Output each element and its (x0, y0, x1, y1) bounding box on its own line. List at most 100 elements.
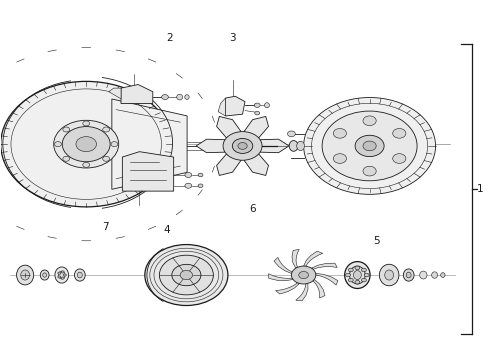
Circle shape (363, 166, 376, 176)
Polygon shape (269, 274, 293, 281)
Polygon shape (225, 96, 245, 116)
Polygon shape (296, 283, 308, 301)
Circle shape (392, 154, 406, 163)
Polygon shape (304, 251, 323, 266)
Circle shape (322, 111, 417, 181)
Polygon shape (316, 274, 338, 285)
Ellipse shape (77, 272, 82, 278)
Circle shape (63, 274, 66, 276)
Polygon shape (112, 99, 187, 189)
Circle shape (145, 244, 228, 306)
Text: 7: 7 (102, 222, 109, 231)
Ellipse shape (17, 265, 34, 285)
Circle shape (54, 141, 61, 147)
Ellipse shape (403, 269, 414, 281)
Circle shape (348, 278, 353, 282)
Polygon shape (292, 249, 299, 268)
Ellipse shape (43, 273, 47, 277)
Circle shape (61, 271, 64, 273)
Circle shape (111, 141, 118, 147)
Circle shape (103, 127, 110, 132)
Polygon shape (109, 88, 121, 99)
Ellipse shape (58, 271, 65, 279)
Circle shape (63, 156, 70, 161)
Circle shape (58, 272, 61, 274)
Polygon shape (312, 263, 337, 269)
Polygon shape (260, 139, 289, 153)
Polygon shape (122, 152, 173, 191)
Polygon shape (244, 154, 269, 175)
Ellipse shape (344, 262, 370, 288)
Circle shape (362, 268, 367, 272)
Circle shape (159, 255, 213, 295)
Circle shape (364, 273, 369, 277)
Ellipse shape (185, 95, 189, 99)
Circle shape (304, 98, 436, 194)
Ellipse shape (289, 140, 298, 151)
Polygon shape (274, 257, 292, 274)
Ellipse shape (441, 273, 445, 277)
Text: 1: 1 (477, 184, 484, 194)
Circle shape (83, 121, 90, 126)
Polygon shape (275, 283, 299, 294)
Ellipse shape (432, 272, 438, 278)
Ellipse shape (40, 270, 49, 280)
Ellipse shape (265, 103, 270, 108)
Ellipse shape (177, 94, 183, 100)
Circle shape (83, 162, 90, 167)
Ellipse shape (296, 141, 304, 150)
Circle shape (292, 266, 316, 284)
Circle shape (63, 127, 70, 132)
Polygon shape (217, 116, 241, 138)
Text: 2: 2 (166, 33, 172, 43)
Polygon shape (313, 279, 325, 298)
Polygon shape (196, 139, 225, 153)
Text: 5: 5 (373, 236, 380, 246)
Circle shape (103, 156, 110, 161)
Circle shape (348, 268, 353, 272)
Circle shape (333, 129, 346, 138)
Polygon shape (244, 116, 269, 138)
Circle shape (62, 127, 110, 162)
Circle shape (198, 184, 203, 188)
Circle shape (362, 278, 367, 282)
Circle shape (54, 120, 119, 168)
Polygon shape (217, 154, 241, 175)
Circle shape (58, 276, 61, 278)
Circle shape (180, 270, 193, 280)
Polygon shape (218, 98, 225, 116)
Circle shape (223, 132, 262, 160)
Ellipse shape (406, 272, 411, 278)
Ellipse shape (74, 269, 85, 281)
Circle shape (333, 154, 346, 163)
Circle shape (232, 139, 253, 153)
Circle shape (363, 116, 376, 126)
Circle shape (172, 264, 201, 286)
Circle shape (255, 111, 260, 115)
Ellipse shape (349, 266, 365, 284)
Circle shape (363, 141, 376, 151)
Circle shape (76, 136, 97, 152)
Ellipse shape (379, 264, 399, 286)
Circle shape (0, 81, 172, 207)
Circle shape (198, 173, 203, 177)
Ellipse shape (55, 267, 69, 283)
Ellipse shape (385, 270, 393, 280)
Ellipse shape (353, 271, 361, 279)
Circle shape (392, 129, 406, 138)
Text: 4: 4 (164, 225, 170, 235)
Circle shape (162, 95, 169, 100)
Circle shape (254, 103, 260, 107)
Circle shape (185, 172, 192, 177)
Circle shape (288, 131, 295, 137)
Ellipse shape (419, 271, 427, 279)
Circle shape (355, 135, 384, 157)
Text: 3: 3 (229, 33, 236, 43)
Circle shape (299, 271, 309, 279)
Circle shape (345, 273, 350, 277)
Circle shape (238, 143, 247, 149)
Ellipse shape (21, 270, 29, 280)
Polygon shape (121, 85, 153, 104)
Circle shape (355, 266, 360, 270)
Circle shape (61, 277, 64, 279)
